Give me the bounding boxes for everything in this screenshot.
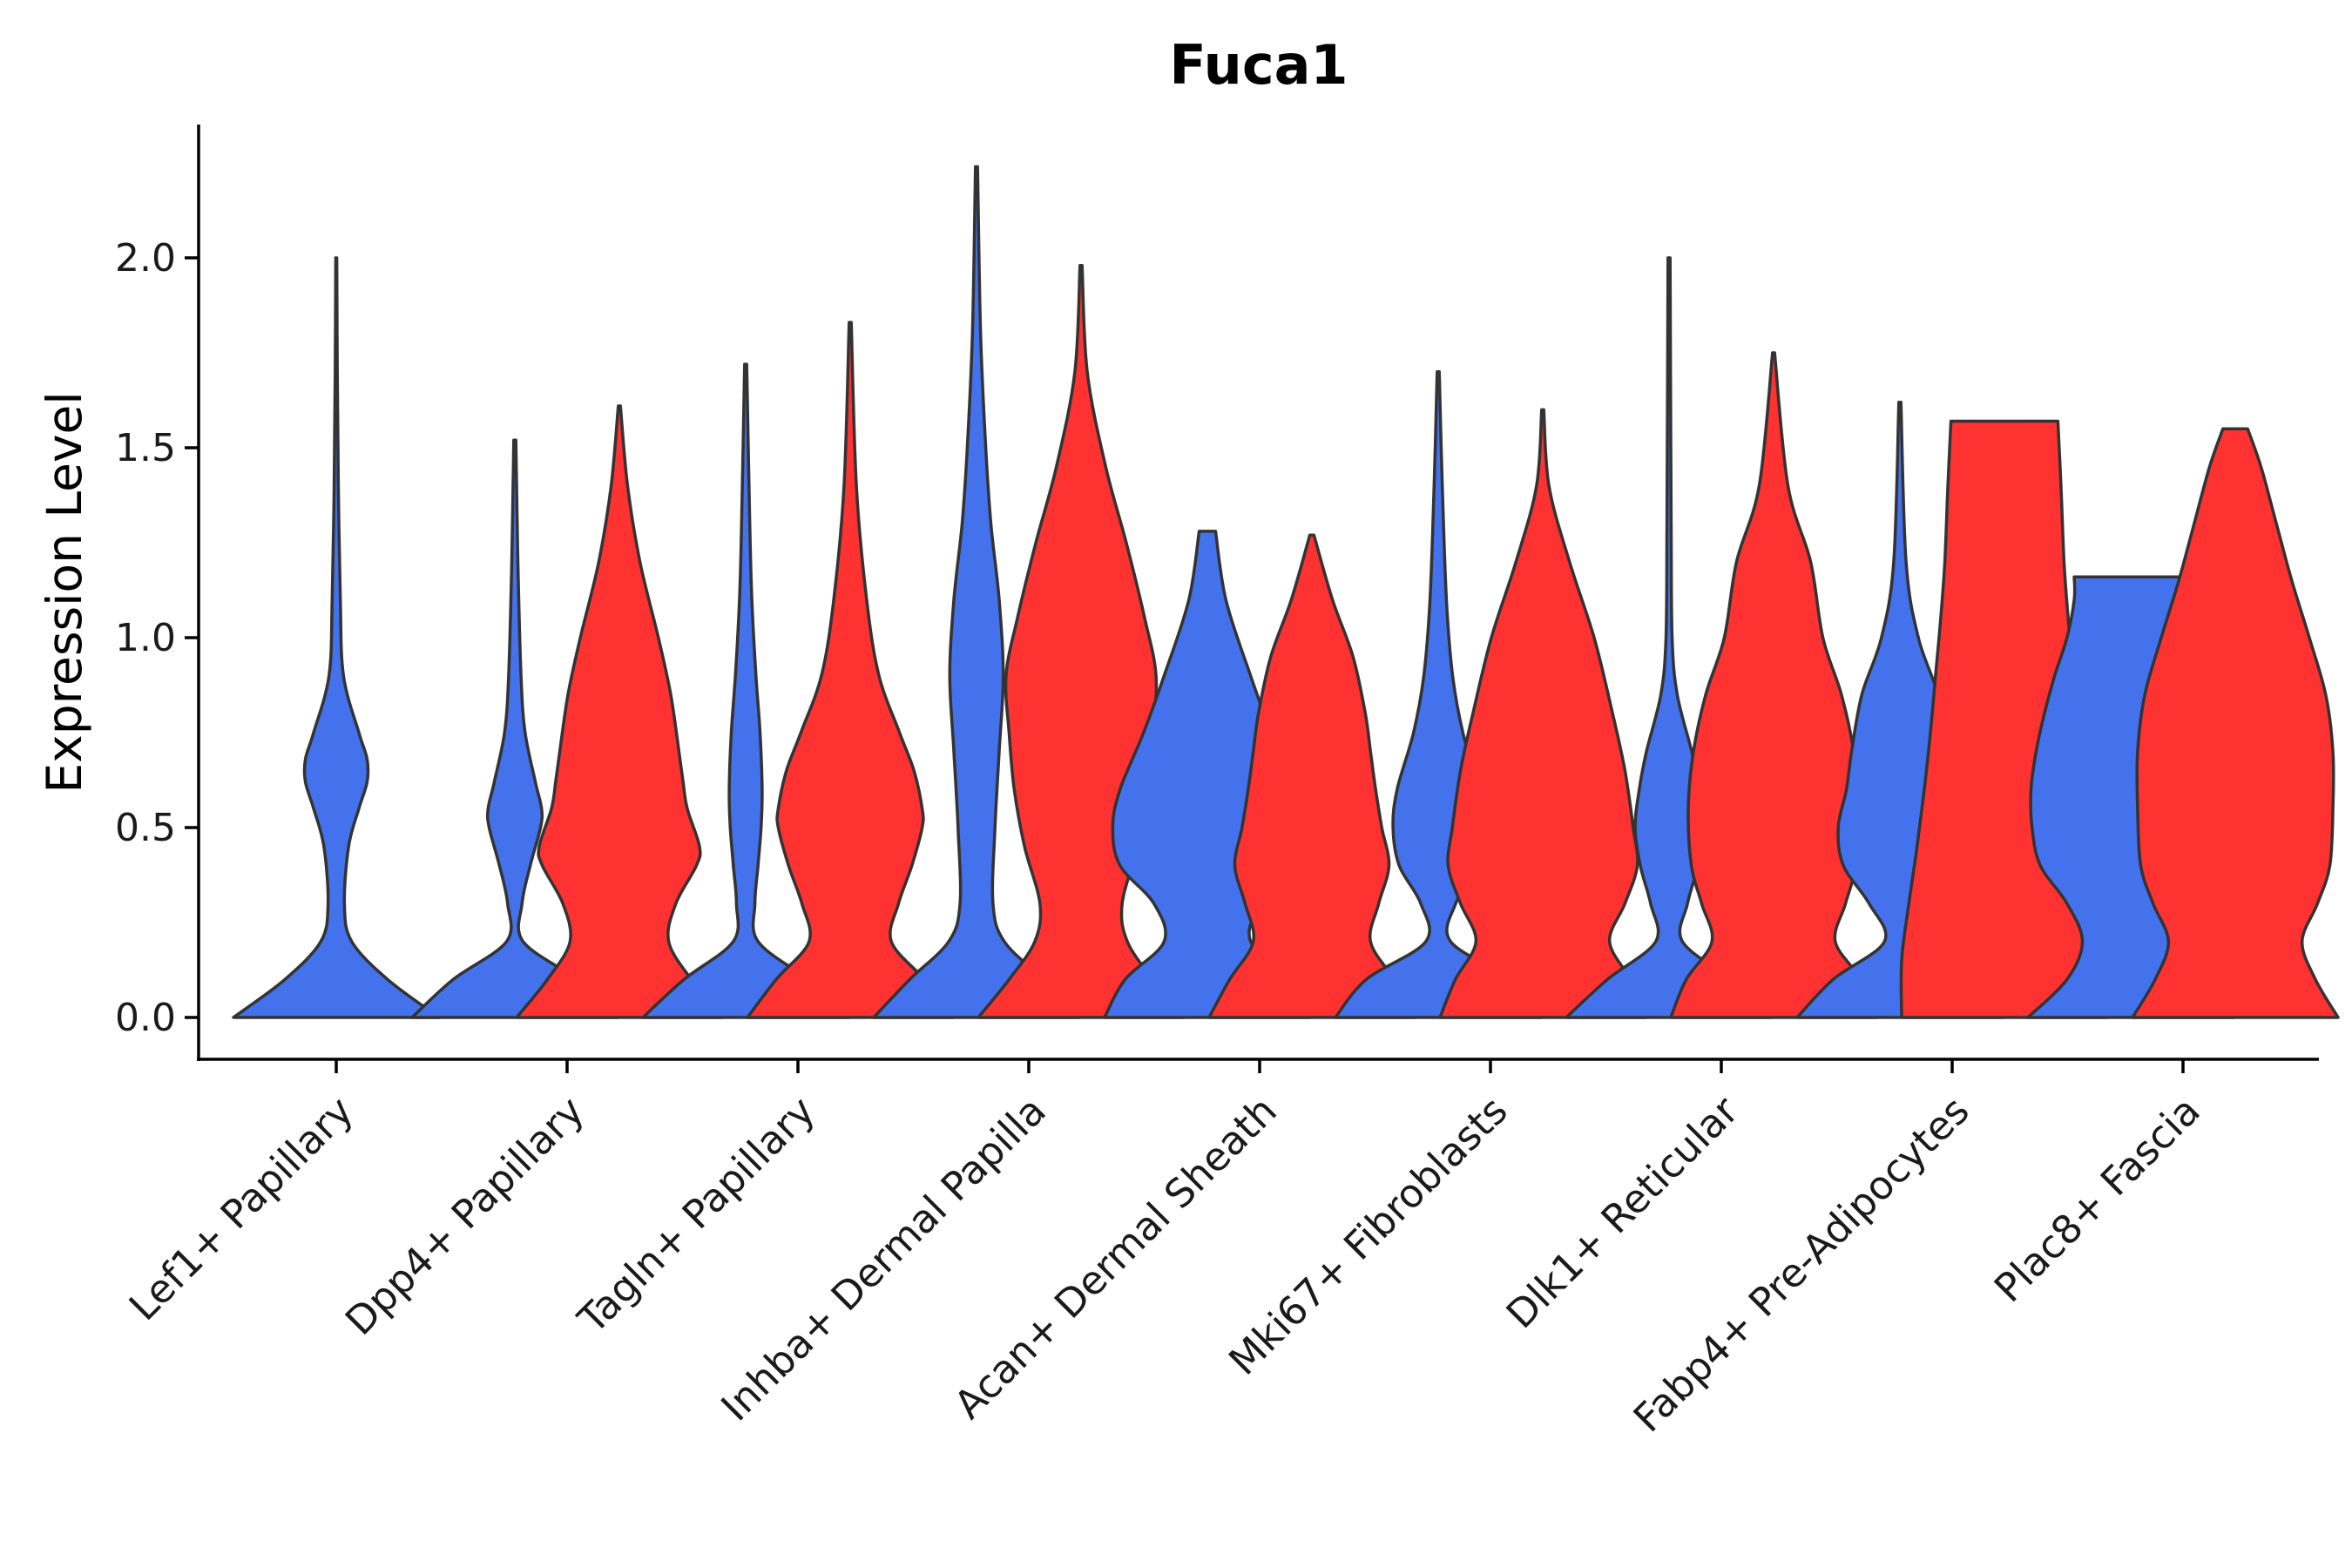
- x-tick-label: Dlk1+ Reticular: [1497, 1087, 1747, 1337]
- violin-2-6: [1669, 351, 1878, 1019]
- y-axis-label: Expression Level: [37, 391, 92, 793]
- violin-2-2: [746, 321, 955, 1019]
- violins: [232, 165, 2340, 1019]
- x-tick-label: Dpp4+ Papillary: [336, 1087, 593, 1344]
- violin-2-4: [1207, 533, 1416, 1019]
- violin-1-2: [641, 362, 850, 1019]
- violin-1-1: [410, 438, 619, 1019]
- violin-2-1: [515, 404, 724, 1019]
- y-tick-label: 2.0: [115, 236, 176, 280]
- y-tick-label: 0.0: [115, 996, 176, 1040]
- x-tick-label: Lef1+ Papillary: [120, 1087, 362, 1329]
- y-tick-label: 1.5: [115, 426, 176, 470]
- x-tick-label: Tagln+ Papillary: [569, 1087, 824, 1342]
- violin-2-5: [1438, 408, 1647, 1019]
- violin-1-0: [232, 256, 441, 1019]
- y-tick-label: 1.0: [115, 616, 176, 660]
- y-ticks: 0.0 0.5 1.0 1.5 2.0: [115, 236, 199, 1040]
- axes: [197, 125, 2319, 1061]
- chart-title: Fuca1: [1169, 33, 1348, 97]
- violin-1-3: [872, 165, 1081, 1019]
- x-tick-label: Plac8+ Fascia: [1985, 1087, 2209, 1311]
- y-tick-label: 0.5: [115, 806, 176, 850]
- violin-2-8: [2131, 427, 2340, 1019]
